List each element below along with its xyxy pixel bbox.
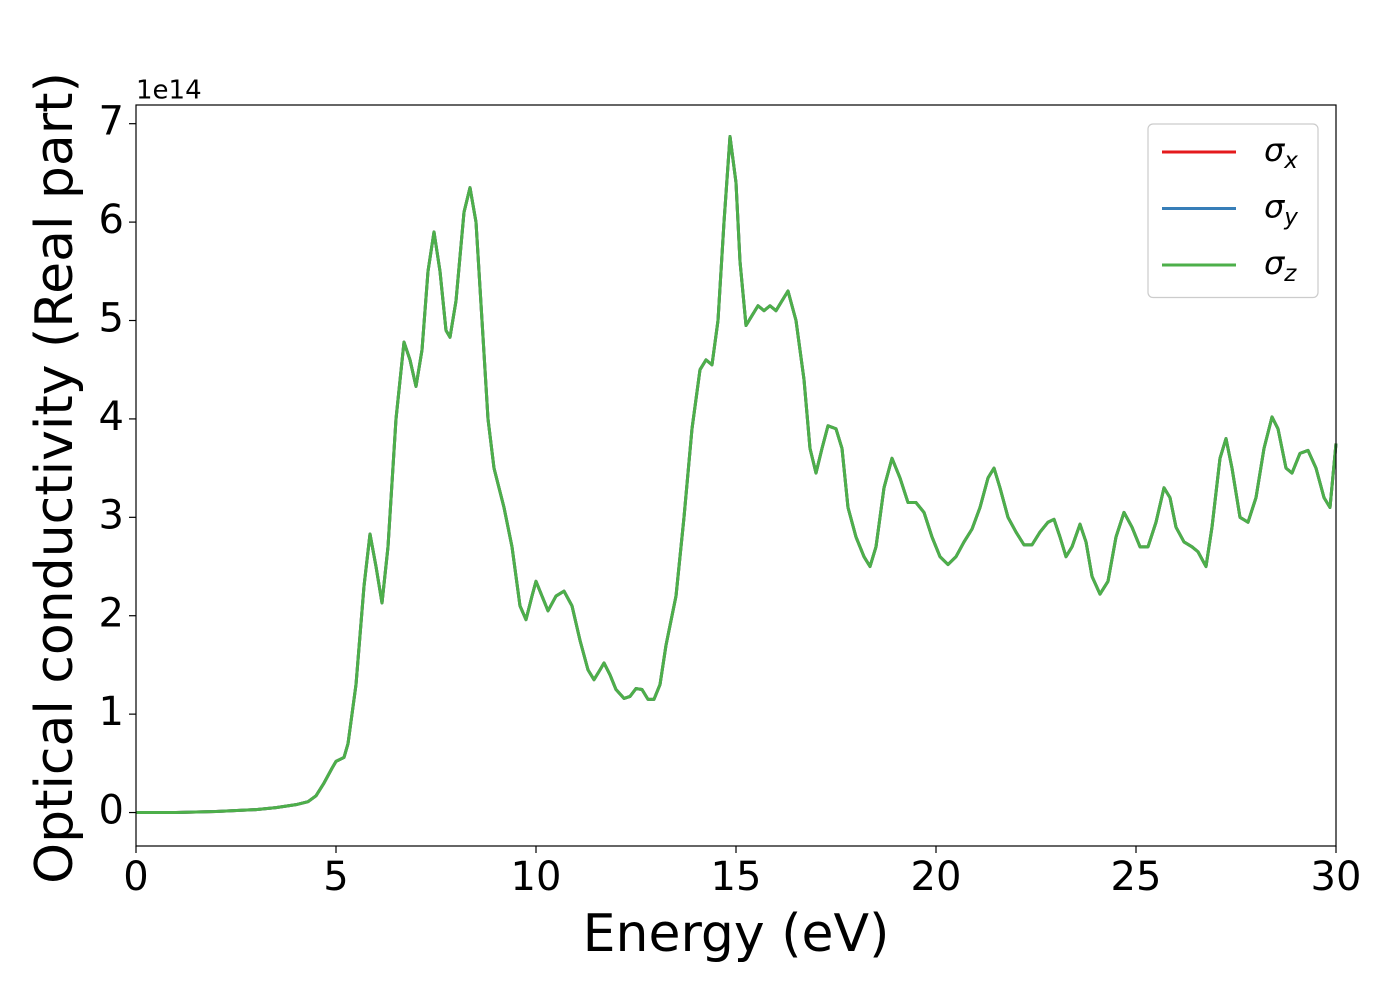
y-axis-label: Optical conductivity (Real part) [25,72,85,884]
legend-label: σy [1264,188,1298,231]
y-tick-label: 6 [99,197,124,243]
y-tick-label: 0 [99,788,124,834]
legend-box [1147,123,1319,299]
y-tick-label: 5 [99,296,124,342]
legend-label: σz [1264,244,1297,287]
x-tick-label: 10 [511,854,562,900]
y-tick-label: 7 [99,99,124,145]
y-tick-label: 1 [99,689,124,735]
series-line [136,134,1338,815]
x-tick-label: 20 [911,854,962,900]
y-tick-label: 2 [99,591,124,637]
x-tick-label: 0 [123,854,148,900]
x-tick-label: 15 [711,854,762,900]
x-tick-label: 5 [323,854,348,900]
y-tick-label: 4 [99,394,124,440]
x-tick-label: 25 [1111,854,1162,900]
y-tick-label: 3 [99,492,124,538]
x-tick-label: 30 [1311,854,1362,900]
y-offset-label: 1e14 [136,76,202,106]
legend-label: σx [1264,131,1298,174]
x-axis-label: Energy (eV) [583,904,890,964]
